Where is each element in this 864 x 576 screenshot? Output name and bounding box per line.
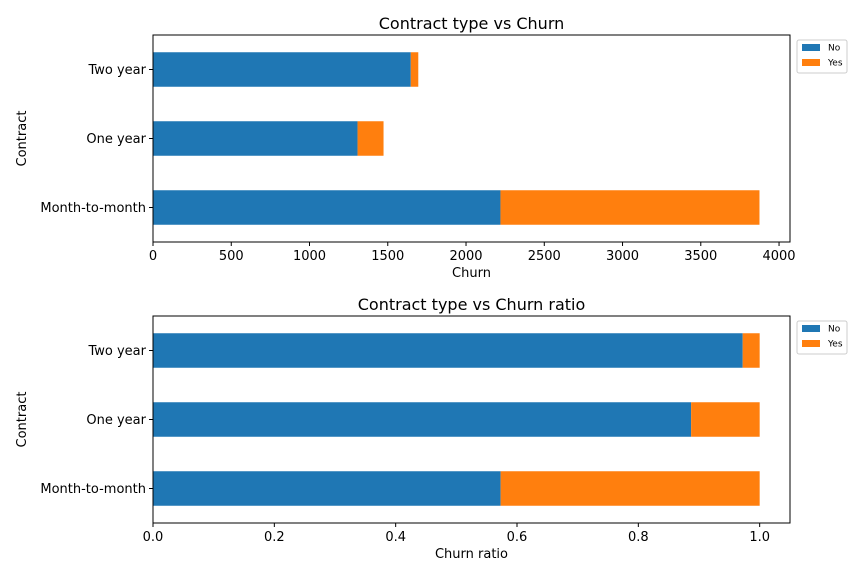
bar-no-one-year [153,402,692,437]
x-tick-label: 0.8 [628,530,649,545]
chart-title: Contract type vs Churn [379,14,565,33]
x-tick-label: 500 [219,249,244,264]
legend: No Yes [796,39,848,74]
axes-frame [152,34,791,243]
bar-no-month-to-month [153,190,501,225]
x-tick-label: 0 [149,249,157,264]
x-tick-label: 3500 [684,249,717,264]
plot-area: Month-to-month One year Two year 0 500 1000 15… [40,52,796,264]
legend-label-yes: Yes [827,340,843,350]
bar-no-one-year [153,121,358,156]
x-axis-label: Churn ratio [435,547,508,562]
y-tick-label: One year [86,132,146,147]
bar-yes-two-year [742,333,760,368]
chart-title: Contract type vs Churn ratio [358,295,586,314]
bar-no-two-year [153,52,411,87]
legend-label-no: No [828,325,841,335]
bar-yes-one-year [691,402,760,437]
chart-contract-vs-churn: Contract type vs Churn Month-to-month One… [15,14,848,281]
y-tick-label: One year [86,413,146,428]
x-tick-label: 2000 [449,249,482,264]
x-axis-label: Churn [452,266,491,281]
x-tick-label: 4000 [762,249,795,264]
bar-yes-two-year [410,52,419,87]
legend-swatch-yes [802,340,820,347]
x-tick-label: 1000 [293,249,326,264]
chart-contract-vs-churn-ratio: Contract type vs Churn ratio Month-to-mo… [15,295,848,562]
y-tick-label: Month-to-month [40,482,146,497]
x-tick-label: 0.2 [264,530,285,545]
legend: No Yes [796,320,848,355]
y-axis-label: Contract [15,111,30,167]
bar-no-two-year [153,333,743,368]
bar-no-month-to-month [153,471,501,506]
x-tick-label: 2500 [528,249,561,264]
bar-yes-month-to-month [500,471,760,506]
bar-yes-month-to-month [500,190,760,225]
plot-area: Month-to-month One year Two year 0.0 0.2 0.4 0… [40,333,770,545]
y-axis-label: Contract [15,392,30,448]
y-tick-label: Two year [87,63,146,78]
legend-swatch-no [802,44,820,51]
legend-swatch-yes [802,59,820,66]
y-tick-label: Two year [87,344,146,359]
axes-frame [152,315,791,524]
legend-label-no: No [828,44,841,54]
legend-swatch-no [802,325,820,332]
x-tick-label: 0.4 [385,530,406,545]
x-tick-label: 1500 [371,249,404,264]
bar-yes-one-year [357,121,384,156]
x-tick-label: 1.0 [749,530,770,545]
x-tick-label: 0.6 [507,530,528,545]
y-tick-label: Month-to-month [40,201,146,216]
x-tick-label: 3000 [606,249,639,264]
legend-label-yes: Yes [827,59,843,69]
x-tick-label: 0.0 [143,530,164,545]
